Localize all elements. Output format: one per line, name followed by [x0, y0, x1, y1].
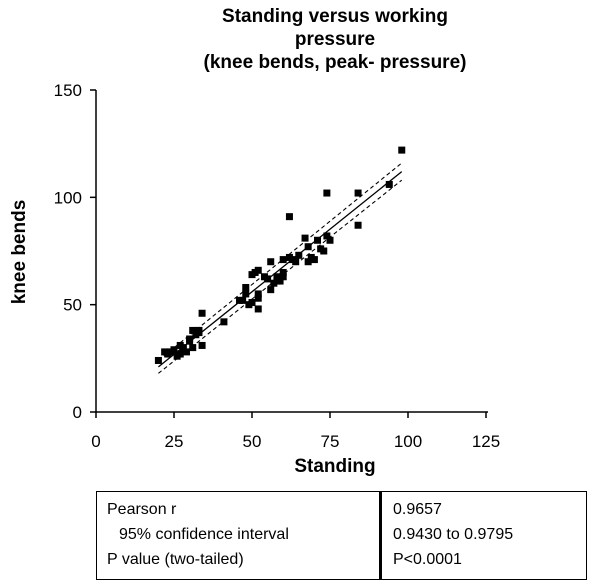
- y-tick-label: 100: [54, 188, 82, 207]
- statistics-table: Pearson r 95% confidence interval P valu…: [96, 491, 587, 580]
- p-value-label: P value (two-tailed): [107, 551, 244, 568]
- data-point: [239, 296, 247, 304]
- data-point: [354, 221, 362, 229]
- data-point: [179, 344, 187, 352]
- y-axis-label: knee bends: [9, 200, 30, 305]
- data-point: [198, 309, 206, 317]
- data-point: [279, 268, 287, 276]
- data-point: [198, 341, 206, 349]
- data-point: [248, 299, 256, 307]
- data-point: [398, 146, 406, 154]
- data-point: [295, 251, 303, 259]
- data-point: [220, 318, 228, 326]
- regression-lines: [157, 162, 403, 374]
- x-tick-label: 50: [243, 432, 262, 451]
- statistics-values-cell: 0.9657 0.9430 to 0.9795 P<0.0001: [381, 492, 587, 580]
- statistics-row: Pearson r 95% confidence interval P valu…: [96, 491, 587, 580]
- y-tick-label: 50: [63, 296, 82, 315]
- p-value-value: P<0.0001: [393, 551, 462, 568]
- data-point: [385, 180, 393, 188]
- pearson-r-value: 0.9657: [393, 501, 442, 518]
- data-point: [242, 283, 250, 291]
- data-point: [354, 189, 362, 197]
- chart-title-line-3: (knee bends, peak- pressure): [204, 52, 467, 73]
- data-point: [304, 258, 312, 266]
- data-point: [254, 266, 262, 274]
- data-point: [301, 234, 309, 242]
- data-point: [176, 350, 184, 358]
- data-point: [323, 189, 331, 197]
- axes: [95, 90, 488, 413]
- data-point: [279, 256, 287, 264]
- data-point: [323, 232, 331, 240]
- data-point: [189, 326, 197, 334]
- y-tick-label: 0: [73, 403, 82, 422]
- data-point: [276, 277, 284, 285]
- data-point: [267, 258, 275, 266]
- data-point: [264, 275, 272, 283]
- data-point: [254, 305, 262, 313]
- chart: Standing versus working pressure (knee b…: [9, 6, 501, 477]
- confidence-interval-value: 0.9430 to 0.9795: [393, 526, 514, 543]
- x-tick-label: 75: [321, 432, 340, 451]
- data-point: [186, 335, 194, 343]
- data-point: [273, 273, 281, 281]
- data-point: [182, 348, 190, 356]
- data-point: [189, 344, 197, 352]
- x-tick-label: 125: [472, 432, 500, 451]
- data-point: [254, 290, 262, 298]
- data-point: [267, 286, 275, 294]
- data-point: [285, 213, 293, 221]
- confidence-interval-label: 95% confidence interval: [119, 526, 289, 543]
- statistics-labels-cell: Pearson r 95% confidence interval P valu…: [96, 491, 382, 580]
- data-point: [170, 346, 178, 354]
- chart-title-line-2: pressure: [295, 29, 375, 50]
- x-tick-label: 100: [394, 432, 422, 451]
- x-tick-label: 25: [165, 432, 184, 451]
- data-point: [320, 247, 328, 255]
- axis-ticks: 0 25 50 75 100 125 0 50 100 150: [54, 81, 501, 451]
- x-tick-label: 0: [91, 432, 100, 451]
- data-point: [195, 329, 203, 337]
- y-tick-label: 150: [54, 81, 82, 100]
- data-point: [314, 236, 322, 244]
- data-point: [292, 258, 300, 266]
- data-point: [242, 290, 250, 298]
- data-point: [310, 256, 318, 264]
- x-axis-label: Standing: [294, 456, 375, 477]
- data-point: [254, 294, 262, 302]
- data-point: [279, 273, 287, 281]
- data-points: [154, 146, 406, 364]
- chart-title-line-1: Standing versus working: [222, 6, 448, 27]
- data-point: [326, 236, 334, 244]
- data-point: [154, 356, 162, 364]
- pearson-r-label: Pearson r: [107, 501, 177, 518]
- data-point: [304, 243, 312, 251]
